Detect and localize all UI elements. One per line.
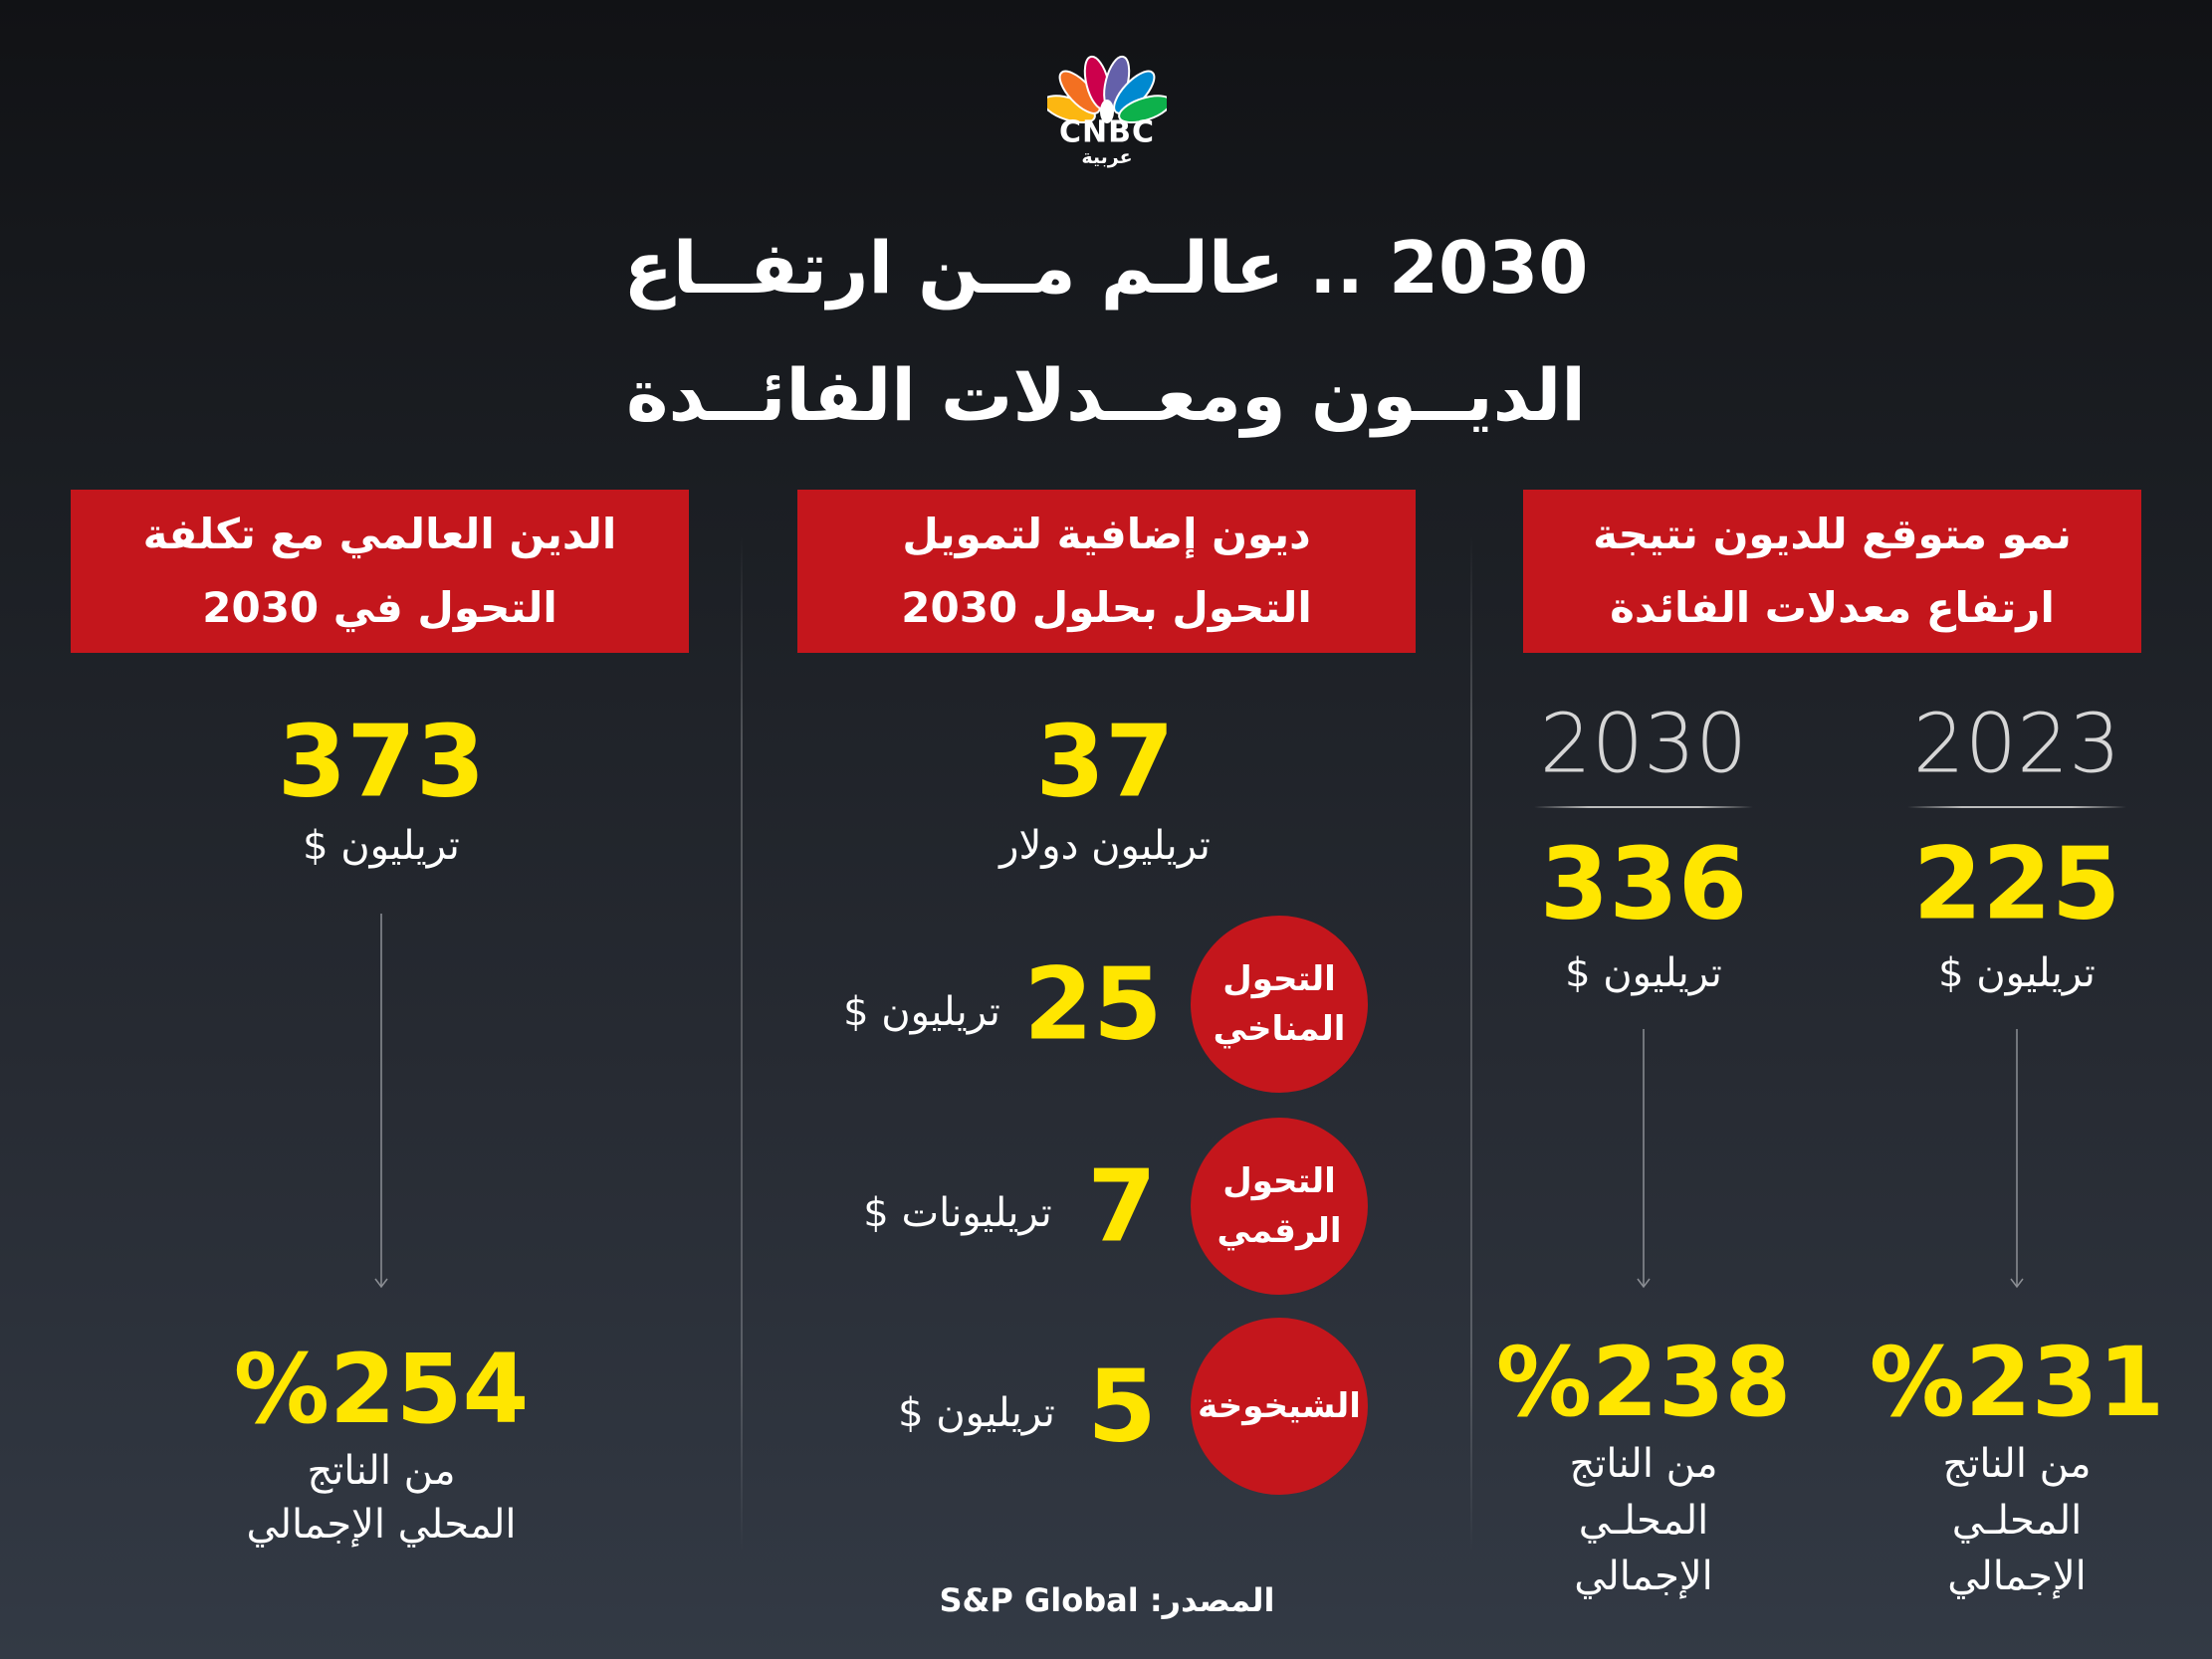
- left-column-header: الدين العالمي مع تكلفة التحول في 2030: [71, 490, 689, 653]
- source-credit: المصدر: S&P Global: [939, 1581, 1275, 1619]
- right-column-header: نمو متوقع للديون نتيجة ارتفاع معدلات الف…: [1523, 490, 2141, 653]
- gdp-2030-percent: %238: [1495, 1327, 1792, 1438]
- aging-value: 5: [1087, 1348, 1157, 1465]
- middle-header-line-2: التحول بحلول 2030: [901, 583, 1312, 632]
- cnbc-peacock-logo-icon: [1047, 55, 1167, 124]
- aging-badge: الشيخوخة: [1191, 1318, 1368, 1495]
- column-divider-left: [741, 535, 743, 1552]
- year-2023-label: 2023: [1912, 697, 2121, 792]
- climate-transition-value: 25: [1023, 945, 1163, 1063]
- global-debt-unit: تريليون $: [303, 823, 460, 869]
- climate-badge-line-1: التحول: [1222, 959, 1336, 999]
- climate-transition-badge: التحول المناخي: [1191, 916, 1368, 1093]
- logo-sub-text: عربية: [1081, 146, 1133, 168]
- aging-badge-line-1: الشيخوخة: [1198, 1386, 1361, 1426]
- gdp-2023-label-line-2: المحلـي: [1951, 1498, 2083, 1544]
- column-divider-right: [1470, 535, 1472, 1552]
- gdp-2023-label-line-1: من الناتج: [1942, 1441, 2092, 1487]
- arrow-down-icon: [1637, 1029, 1651, 1289]
- year-2023-underline: [1907, 806, 2126, 808]
- debt-2023-unit: تريليون $: [1938, 950, 2096, 996]
- arrow-down-icon: [2010, 1029, 2024, 1289]
- climate-transition-unit: تريليون $: [843, 989, 1000, 1035]
- arrow-down-icon: [374, 914, 388, 1289]
- digital-transition-value: 7: [1087, 1147, 1157, 1265]
- gdp-2030-label-line-2: المحلـي: [1578, 1498, 1709, 1544]
- left-header-line-2: التحول في 2030: [202, 583, 557, 632]
- right-header-line-1: نمو متوقع للديون نتيجة: [1593, 510, 2072, 558]
- middle-column-header: ديون إضافية لتمويل التحول بحلول 2030: [797, 490, 1416, 653]
- digital-badge-line-2: الرقمي: [1217, 1211, 1342, 1251]
- title-line-1: 2030 .. عالـم مــن ارتفــاع: [623, 226, 1589, 310]
- global-debt-gdp-label-line-2: المحلي الإجمالي: [246, 1502, 517, 1548]
- year-2030-label: 2030: [1539, 697, 1748, 792]
- aging-unit: تريليون $: [898, 1390, 1055, 1436]
- digital-badge-line-1: التحول: [1222, 1161, 1336, 1201]
- logo-brand-text: CNBC: [1058, 114, 1156, 150]
- climate-badge-line-2: المناخي: [1213, 1009, 1346, 1049]
- digital-transition-unit: تريليونات $: [863, 1190, 1052, 1236]
- additional-debt-total-unit: تريليون دولار: [999, 823, 1211, 869]
- digital-transition-badge: التحول الرقمي: [1191, 1118, 1368, 1295]
- additional-debt-total-value: 37: [1035, 703, 1175, 820]
- left-header-line-1: الدين العالمي مع تكلفة: [142, 510, 617, 558]
- gdp-2023-label-line-3: الإجمالي: [1947, 1554, 2087, 1599]
- right-header-line-2: ارتفاع معدلات الفائدة: [1610, 583, 2055, 632]
- gdp-2030-label-line-3: الإجمالي: [1574, 1554, 1713, 1599]
- middle-header-line-1: ديون إضافية لتمويل: [902, 510, 1311, 558]
- global-debt-gdp-label-line-1: من الناتج: [307, 1448, 456, 1494]
- global-debt-value: 373: [277, 703, 486, 820]
- gdp-2023-percent: %231: [1869, 1327, 2165, 1438]
- gdp-2030-label-line-1: من الناتج: [1569, 1441, 1718, 1487]
- title-line-2: الديــون ومعــدلات الفائــدة: [626, 353, 1586, 437]
- global-debt-gdp-percent: %254: [233, 1334, 530, 1445]
- debt-2023-value: 225: [1912, 825, 2121, 942]
- debt-2030-unit: تريليون $: [1565, 950, 1722, 996]
- debt-2030-value: 336: [1539, 825, 1748, 942]
- year-2030-underline: [1534, 806, 1753, 808]
